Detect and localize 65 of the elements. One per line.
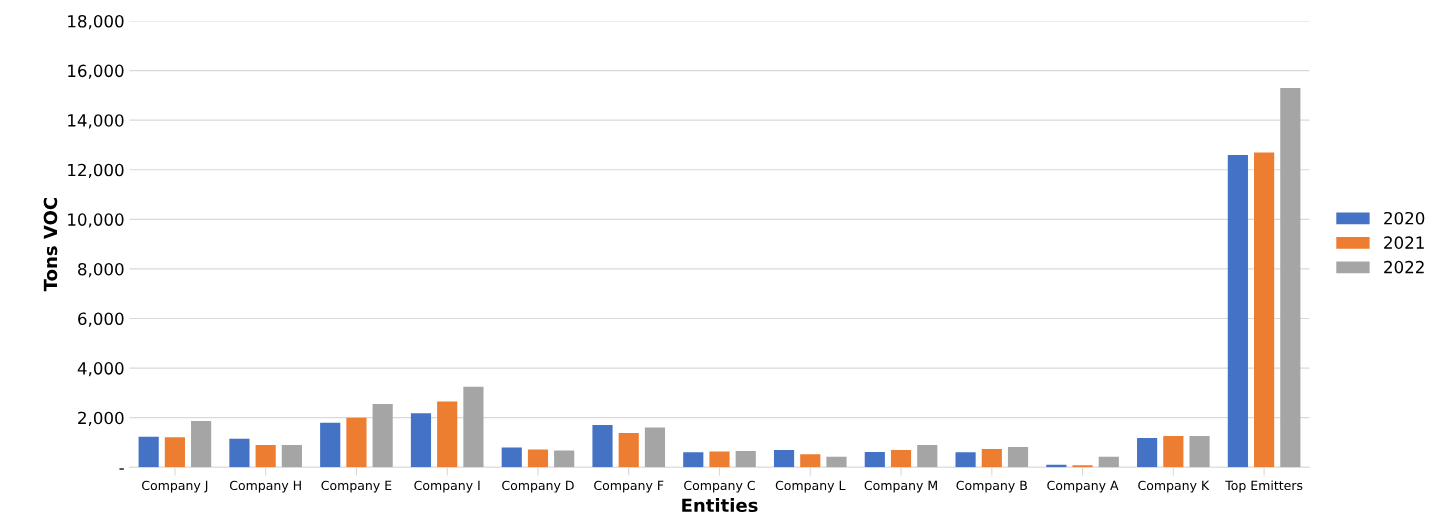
bar bbox=[1280, 87, 1301, 468]
bar bbox=[527, 449, 549, 468]
bar bbox=[1098, 456, 1119, 468]
x-tick-label: Company H bbox=[229, 480, 301, 493]
y-axis-title: Tons VOC bbox=[43, 198, 58, 292]
x-tick-label: Company M bbox=[864, 480, 937, 493]
x-tick-label: Company A bbox=[1047, 480, 1119, 493]
bar bbox=[917, 444, 938, 468]
x-tick-label: Company J bbox=[142, 480, 208, 493]
bar bbox=[410, 413, 432, 468]
bar bbox=[138, 436, 159, 468]
bar bbox=[463, 386, 484, 468]
bar bbox=[618, 433, 639, 468]
bar bbox=[255, 444, 276, 468]
x-tick-label: Company K bbox=[1138, 480, 1210, 493]
bar bbox=[890, 449, 912, 468]
x-tick-label: Company C bbox=[684, 480, 755, 493]
x-axis-title: Entities bbox=[682, 498, 758, 513]
y-tick-label: 16,000 bbox=[68, 64, 124, 79]
bar bbox=[709, 451, 730, 468]
bar bbox=[1189, 436, 1210, 468]
bar bbox=[592, 425, 613, 468]
y-tick-label: - bbox=[119, 468, 124, 470]
bar bbox=[683, 452, 704, 468]
bar bbox=[229, 438, 250, 468]
bar bbox=[644, 427, 666, 468]
x-tick-label: Company B bbox=[956, 480, 1027, 493]
bar bbox=[320, 422, 341, 468]
bar bbox=[955, 452, 976, 468]
bar bbox=[1254, 152, 1275, 468]
bar bbox=[554, 450, 575, 468]
bar bbox=[826, 456, 847, 468]
bar bbox=[773, 449, 795, 468]
x-tick-label: Company D bbox=[502, 480, 574, 493]
x-tick-label: Company E bbox=[321, 480, 392, 493]
bar bbox=[372, 404, 393, 468]
y-tick-label: 4,000 bbox=[77, 362, 124, 377]
y-tick-label: 14,000 bbox=[68, 114, 124, 129]
legend-label: 2020 bbox=[1384, 211, 1425, 225]
y-tick-label: 8,000 bbox=[78, 262, 124, 278]
legend-label: 2022 bbox=[1384, 260, 1424, 274]
bar bbox=[1007, 446, 1029, 468]
y-tick-label: 18,000 bbox=[68, 14, 124, 30]
x-tick-label: Company F bbox=[594, 480, 664, 493]
y-tick-label: 6,000 bbox=[78, 312, 124, 327]
bar bbox=[501, 447, 522, 468]
y-tick-label: 12,000 bbox=[68, 163, 124, 179]
bar bbox=[735, 450, 756, 468]
bar bbox=[1163, 436, 1184, 468]
bar bbox=[1227, 154, 1248, 468]
y-tick-label: 10,000 bbox=[68, 213, 124, 228]
bar bbox=[164, 437, 185, 468]
bar bbox=[981, 448, 1002, 468]
bar bbox=[346, 417, 367, 468]
bar bbox=[191, 420, 212, 468]
bar bbox=[800, 454, 821, 468]
x-tick-label: Company I bbox=[414, 480, 480, 493]
y-tick-label: 2,000 bbox=[78, 411, 124, 426]
bar bbox=[1137, 438, 1158, 468]
x-tick-label: Top Emitters bbox=[1225, 480, 1303, 493]
bar bbox=[437, 401, 458, 468]
x-tick-label: Company L bbox=[775, 480, 846, 493]
bar bbox=[281, 444, 302, 468]
bar bbox=[864, 451, 885, 468]
legend-label: 2021 bbox=[1384, 236, 1424, 249]
